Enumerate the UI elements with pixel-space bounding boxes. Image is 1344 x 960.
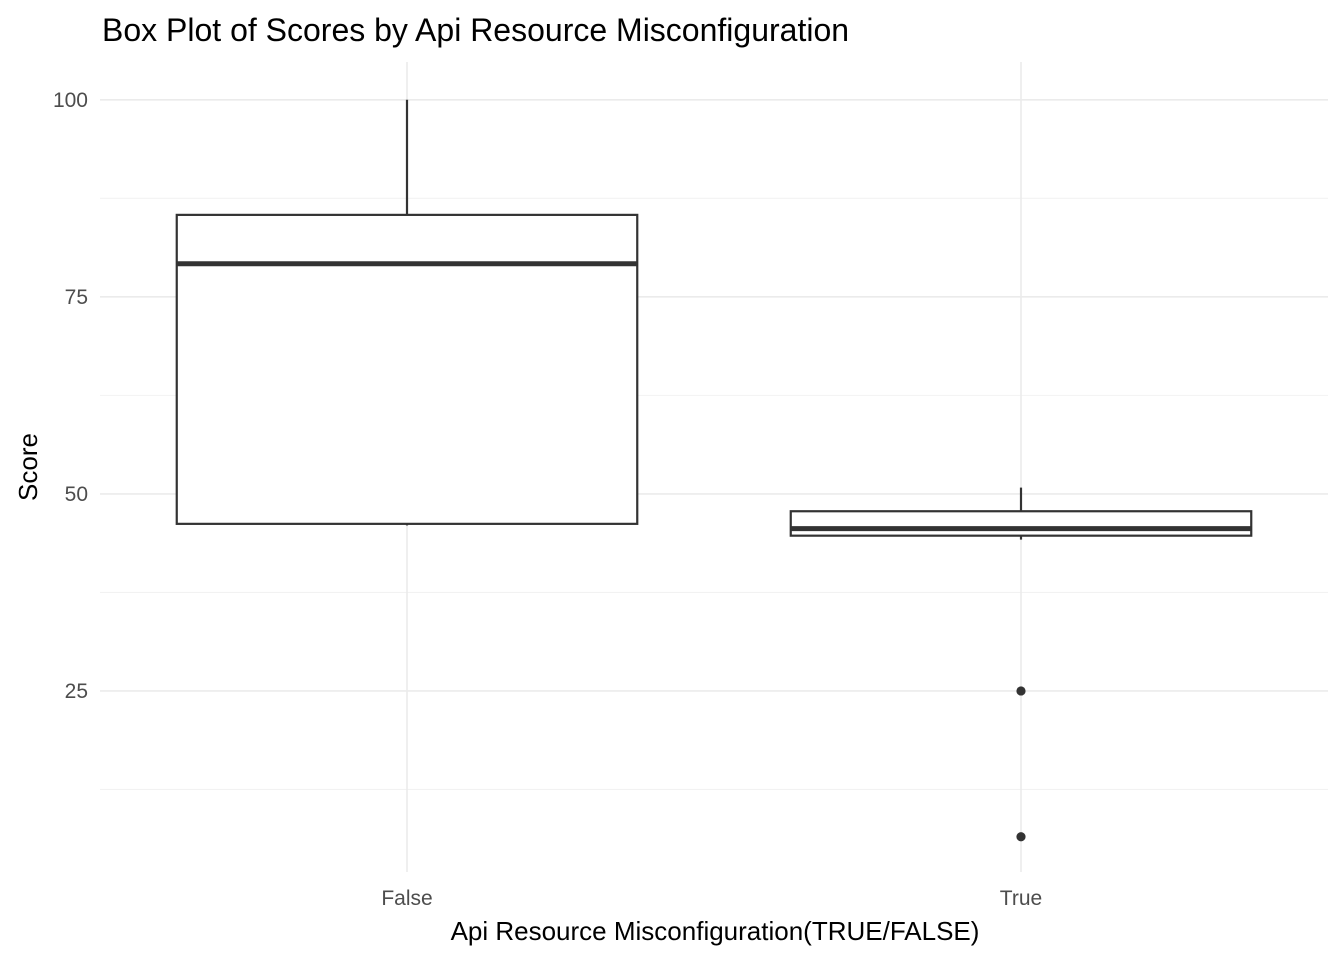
box-false (175, 213, 639, 525)
y-tick-label: 25 (65, 680, 88, 703)
chart-title: Box Plot of Scores by Api Resource Misco… (102, 12, 849, 48)
outlier-point-true (1016, 686, 1026, 696)
x-tick-label: True (1000, 887, 1042, 910)
outlier-point-true (1016, 832, 1026, 842)
y-tick-label: 50 (65, 483, 88, 506)
y-tick-label: 75 (65, 286, 88, 309)
y-axis-label: Score (13, 433, 43, 501)
x-axis-label: Api Resource Misconfiguration(TRUE/FALSE… (451, 916, 980, 946)
x-tick-label: False (381, 887, 432, 910)
plot-area: 25 50 75 100 False True (53, 62, 1328, 910)
y-tick-label: 100 (53, 89, 88, 112)
box-true (789, 510, 1253, 537)
